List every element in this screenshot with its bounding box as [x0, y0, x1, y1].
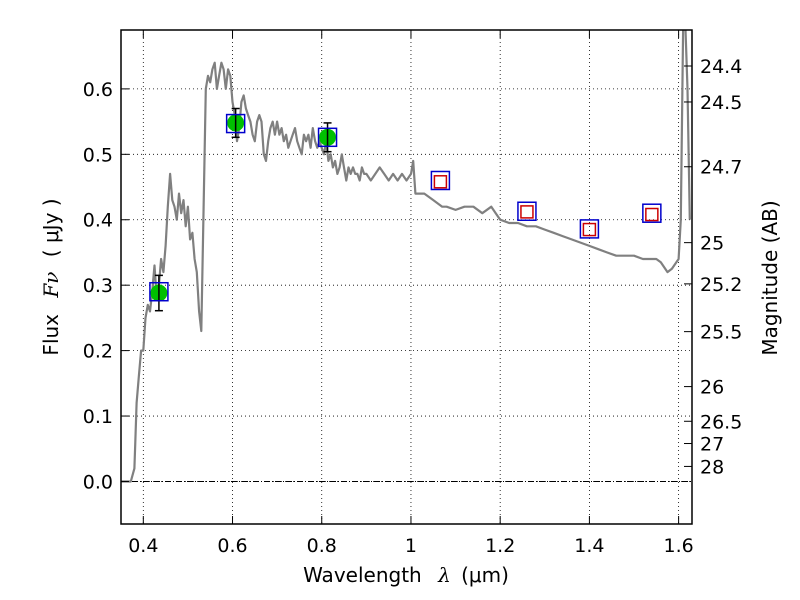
- model-square-blue: [517, 201, 537, 221]
- x-tick-label: 1: [405, 535, 417, 557]
- y-axis-label: Flux Fν ( μJy ): [39, 198, 63, 355]
- model-square-red: [520, 205, 534, 219]
- right-tick-label: 25.5: [700, 322, 742, 344]
- model-square-blue: [225, 113, 246, 134]
- right-axis-label: Magnitude (AB): [758, 200, 782, 355]
- model-square-blue: [317, 127, 338, 148]
- y-axis-label-symbol: Fν: [39, 272, 63, 299]
- right-tick-label: 24.5: [700, 92, 742, 114]
- plot-frame: [120, 29, 693, 525]
- x-axis-label-main: Wavelength: [303, 563, 422, 587]
- model-square-blue: [579, 219, 600, 239]
- x-axis-label-unit: (μm): [461, 563, 509, 587]
- model-square-blue: [430, 170, 451, 191]
- right-tick-label: 28: [700, 456, 724, 478]
- model-square-red: [582, 222, 597, 237]
- x-tick-label: 1.2: [485, 535, 515, 557]
- x-tick-label: 1.4: [574, 535, 604, 557]
- right-tick-label: 26: [700, 377, 724, 399]
- right-tick-label: 25.2: [700, 274, 742, 296]
- right-tick-label: 27: [700, 434, 724, 456]
- y-tick-label: 0.2: [83, 341, 113, 363]
- x-tick-label: 1.6: [664, 535, 694, 557]
- x-tick-label: 0.6: [217, 535, 247, 557]
- y-tick-label: 0.0: [83, 471, 113, 493]
- y-tick-label: 0.4: [83, 210, 113, 232]
- right-tick-label: 26.5: [700, 411, 742, 433]
- right-tick-label: 25: [700, 233, 724, 255]
- x-tick-label: 0.4: [128, 535, 158, 557]
- series-layer: [121, 30, 691, 483]
- model-square-blue: [149, 281, 169, 302]
- y-axis-label-main: Flux: [39, 314, 63, 356]
- x-axis-label: Wavelength λ (μm): [303, 563, 509, 587]
- right-tick-label: 24.4: [700, 56, 742, 78]
- x-axis-label-symbol: λ: [437, 563, 451, 587]
- tick-marks: [121, 30, 692, 524]
- plot-area: [121, 30, 692, 524]
- y-axis-label-unit: ( μJy ): [39, 198, 63, 257]
- y-tick-label: 0.5: [83, 144, 113, 166]
- x-tick-label: 0.8: [307, 535, 337, 557]
- tick-labels: 0.4 0.6 0.8 1 1.2 1.4 1.6 0.0 0.1 0.2 0.3 0.4 0.5 0.6…: [83, 56, 743, 557]
- right-tick-label: 24.7: [700, 157, 742, 179]
- spectrum-line: [121, 30, 691, 483]
- model-square-red: [433, 175, 448, 189]
- y-tick-label: 0.3: [83, 275, 113, 297]
- y-tick-label: 0.6: [83, 79, 113, 101]
- y-tick-label: 0.1: [83, 406, 113, 428]
- model-square-red: [645, 207, 659, 222]
- model-square-blue: [642, 203, 662, 223]
